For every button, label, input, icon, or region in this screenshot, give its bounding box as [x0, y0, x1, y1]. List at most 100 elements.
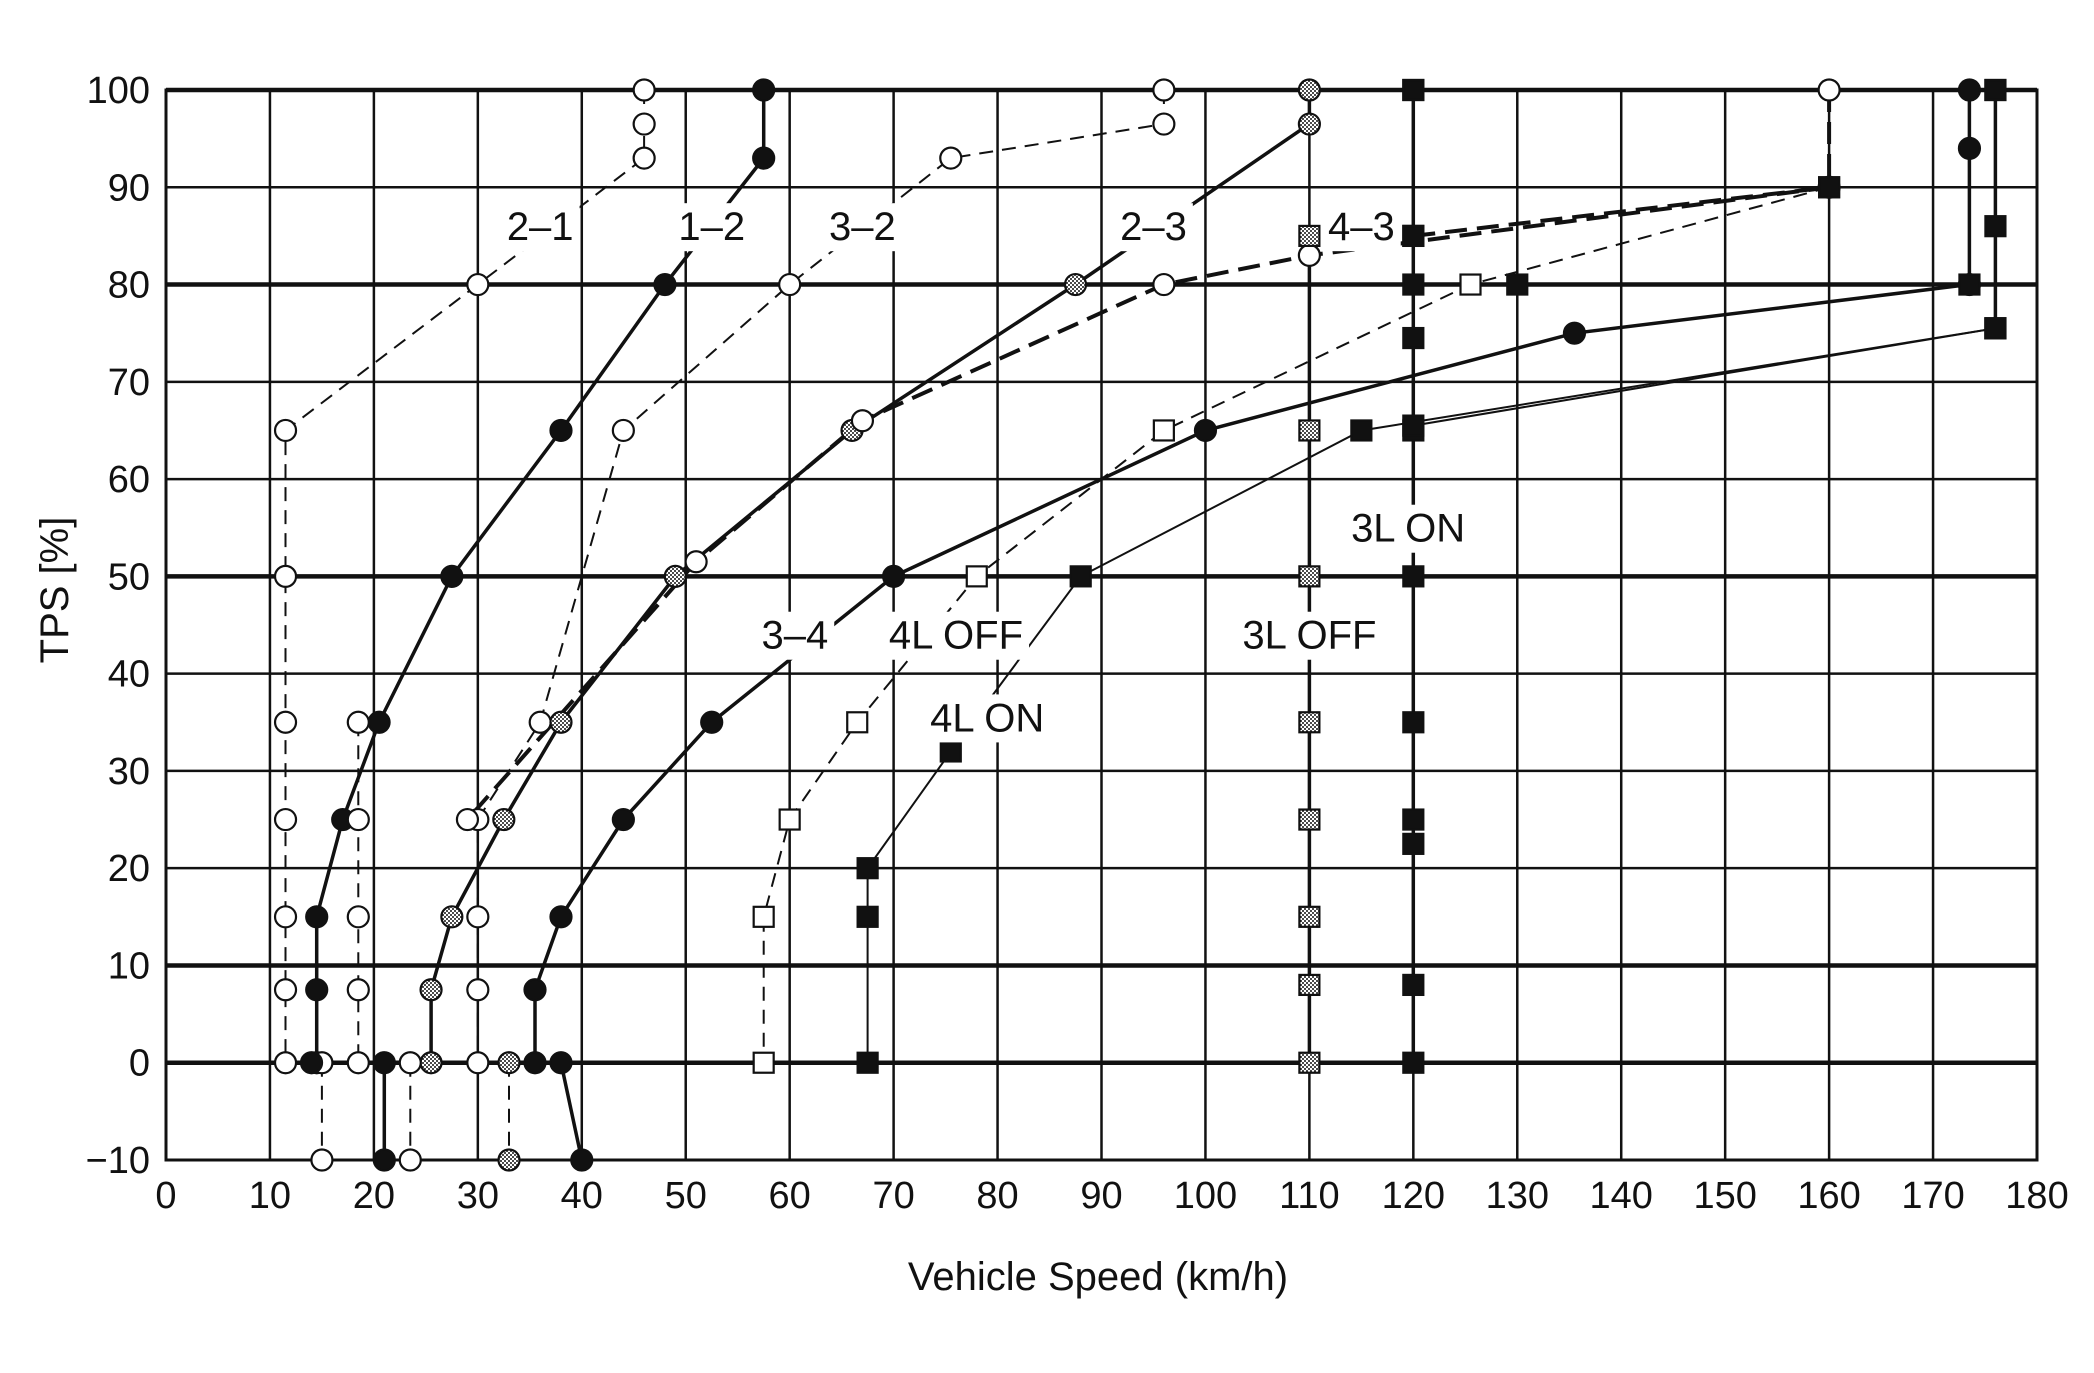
x-tick-label-12: 120: [1382, 1175, 1445, 1217]
data-point-7-5: [856, 905, 879, 928]
data-point-20-1: [346, 807, 370, 832]
data-point-8-0: [1298, 224, 1321, 248]
data-point-15-0: [372, 1051, 396, 1075]
data-point-1-2: [653, 272, 677, 297]
x-tick-label-8: 80: [976, 1175, 1018, 1217]
data-point-8-2: [1298, 565, 1321, 588]
y-tick-label-10: 90: [108, 167, 150, 209]
data-point-9-7: [1402, 832, 1425, 855]
data-point-0-0: [632, 78, 656, 102]
x-tick-label-16: 160: [1797, 1175, 1860, 1217]
data-point-19-1: [497, 1148, 521, 1172]
data-point-14-1: [1984, 317, 2007, 340]
data-point-2-5: [528, 710, 552, 734]
data-point-1-7: [305, 905, 329, 929]
annotation-label-0: 2–1: [507, 205, 574, 249]
annotation-label-9: 3L ON: [1351, 507, 1465, 551]
series-line-2: [476, 90, 1165, 1063]
data-point-0-9: [273, 978, 298, 1002]
data-point-0-1: [632, 112, 656, 136]
y-tick-label-2: 10: [108, 945, 150, 987]
data-point-5-6: [455, 807, 480, 832]
data-point-20-2: [346, 905, 370, 929]
data-point-6-5: [778, 808, 801, 831]
data-point-4-0: [1957, 78, 1982, 102]
data-point-4-5: [882, 564, 906, 588]
x-tick-label-15: 150: [1693, 1175, 1756, 1217]
x-tick-label-10: 100: [1174, 1175, 1237, 1217]
data-point-12-2: [1958, 273, 1981, 296]
data-point-16-1: [570, 1148, 594, 1172]
data-point-0-6: [273, 710, 298, 734]
annotation-3: 2–3: [1114, 203, 1193, 252]
annotation-label-8: 3L OFF: [1242, 614, 1376, 658]
data-point-1-1: [752, 146, 776, 170]
data-point-0-3: [466, 272, 490, 297]
data-point-13-1: [1984, 78, 2007, 102]
data-point-2-4: [611, 418, 635, 443]
data-point-4-6: [700, 710, 724, 734]
data-point-3-1: [1297, 112, 1321, 136]
data-point-0-7: [273, 807, 298, 832]
data-point-14-0: [1402, 414, 1425, 437]
x-tick-label-14: 140: [1590, 1175, 1653, 1217]
annotation-bg-6: [882, 611, 1030, 660]
x-tick-label-13: 130: [1486, 1175, 1549, 1217]
data-point-4-3: [1562, 321, 1587, 345]
markers-group: [273, 78, 2007, 1172]
data-point-4-8: [549, 905, 573, 929]
annotation-8: 3L OFF: [1236, 611, 1383, 660]
x-tick-label-18: 180: [2005, 1175, 2068, 1217]
data-point-9-5: [1402, 711, 1425, 734]
data-point-7-1: [1350, 419, 1373, 442]
grid: [164, 87, 2039, 1162]
data-point-2-0: [1152, 78, 1176, 102]
annotation-bg-2: [823, 203, 902, 252]
data-point-0-2: [632, 146, 656, 170]
data-point-1-0: [752, 78, 776, 102]
data-point-5-4: [850, 409, 875, 433]
data-point-1-4: [440, 564, 464, 588]
data-point-10-1: [1984, 215, 2007, 238]
x-tick-label-7: 70: [872, 1175, 914, 1217]
y-tick-label-7: 60: [108, 459, 150, 501]
data-point-8-6: [1298, 973, 1321, 997]
y-tick-label-11: 100: [87, 70, 150, 112]
data-point-7-2: [1069, 565, 1092, 588]
annotation-1: 1–2: [672, 203, 752, 252]
data-point-8-1: [1298, 419, 1321, 442]
y-tick-label-5: 40: [108, 654, 150, 696]
annotation-bg-1: [672, 203, 752, 252]
data-point-2-8: [466, 978, 490, 1002]
annotation-label-5: 3–4: [761, 614, 828, 658]
data-point-5-2: [1297, 243, 1321, 267]
x-tick-label-5: 50: [665, 1175, 707, 1217]
y-tick-label-8: 70: [108, 362, 150, 404]
data-point-9-4: [1402, 565, 1425, 588]
data-point-7-4: [856, 857, 879, 880]
data-point-12-0: [1402, 273, 1425, 296]
data-point-18-1: [398, 1148, 422, 1172]
annotation-label-7: 4L ON: [930, 696, 1044, 740]
data-point-3-6: [492, 807, 516, 832]
data-point-2-1: [1152, 112, 1176, 136]
annotation-label-6: 4L OFF: [889, 614, 1023, 658]
data-point-3-9: [419, 1051, 443, 1075]
data-point-4-7: [611, 807, 635, 832]
data-point-3-4: [663, 564, 687, 588]
y-tick-label-6: 50: [108, 556, 150, 598]
annotation-7: 4L ON: [924, 694, 1051, 743]
y-tick-label-1: 0: [129, 1043, 150, 1085]
y-tick-label-3: 20: [108, 848, 150, 890]
x-tick-label-3: 30: [457, 1175, 499, 1217]
x-tick-label-4: 40: [561, 1175, 603, 1217]
x-tick-labels: 0 10 20 30 40 50 60 70 80 90 100 110 120 130 140 150 160…: [155, 1175, 2068, 1217]
data-point-13-0: [1402, 78, 1425, 102]
y-tick-label-4: 30: [108, 751, 150, 793]
data-point-1-5: [367, 710, 391, 734]
data-point-3-8: [419, 978, 443, 1002]
data-point-3-0: [1297, 78, 1321, 102]
data-point-8-7: [1298, 1051, 1321, 1074]
data-point-4-10: [523, 1051, 547, 1075]
annotation-bg-8: [1236, 611, 1383, 660]
